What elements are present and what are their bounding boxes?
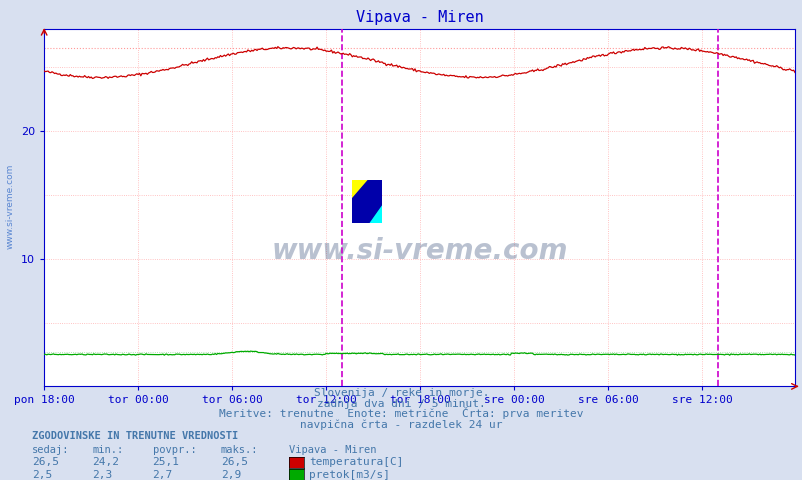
Polygon shape — [351, 180, 382, 223]
Text: sedaj:: sedaj: — [32, 444, 70, 455]
Title: Vipava - Miren: Vipava - Miren — [355, 10, 483, 25]
Text: 25,1: 25,1 — [152, 457, 180, 467]
Polygon shape — [351, 180, 382, 223]
Text: 2,5: 2,5 — [32, 469, 52, 480]
Text: 26,5: 26,5 — [221, 457, 248, 467]
Text: zadnja dva dni / 5 minut.: zadnja dva dni / 5 minut. — [317, 398, 485, 408]
Text: 26,5: 26,5 — [32, 457, 59, 467]
Text: navpična črta - razdelek 24 ur: navpična črta - razdelek 24 ur — [300, 419, 502, 430]
Polygon shape — [351, 180, 382, 223]
Text: temperatura[C]: temperatura[C] — [309, 457, 403, 467]
Text: www.si-vreme.com: www.si-vreme.com — [6, 164, 15, 249]
Text: Meritve: trenutne  Enote: metrične  Črta: prva meritev: Meritve: trenutne Enote: metrične Črta: … — [219, 407, 583, 419]
Text: Slovenija / reke in morje.: Slovenija / reke in morje. — [314, 388, 488, 398]
Text: pretok[m3/s]: pretok[m3/s] — [309, 469, 390, 480]
Text: 2,9: 2,9 — [221, 469, 241, 480]
Text: min.:: min.: — [92, 444, 124, 455]
Text: 2,7: 2,7 — [152, 469, 172, 480]
Text: maks.:: maks.: — [221, 444, 258, 455]
Text: ZGODOVINSKE IN TRENUTNE VREDNOSTI: ZGODOVINSKE IN TRENUTNE VREDNOSTI — [32, 431, 238, 441]
Text: 24,2: 24,2 — [92, 457, 119, 467]
Text: Vipava - Miren: Vipava - Miren — [289, 444, 376, 455]
Text: povpr.:: povpr.: — [152, 444, 196, 455]
Text: 2,3: 2,3 — [92, 469, 112, 480]
Text: www.si-vreme.com: www.si-vreme.com — [271, 237, 567, 264]
